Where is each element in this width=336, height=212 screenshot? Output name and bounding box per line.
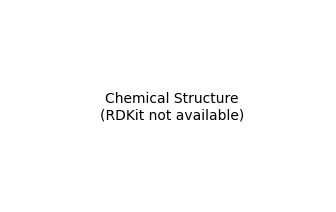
- Text: Chemical Structure
(RDKit not available): Chemical Structure (RDKit not available): [100, 92, 244, 122]
